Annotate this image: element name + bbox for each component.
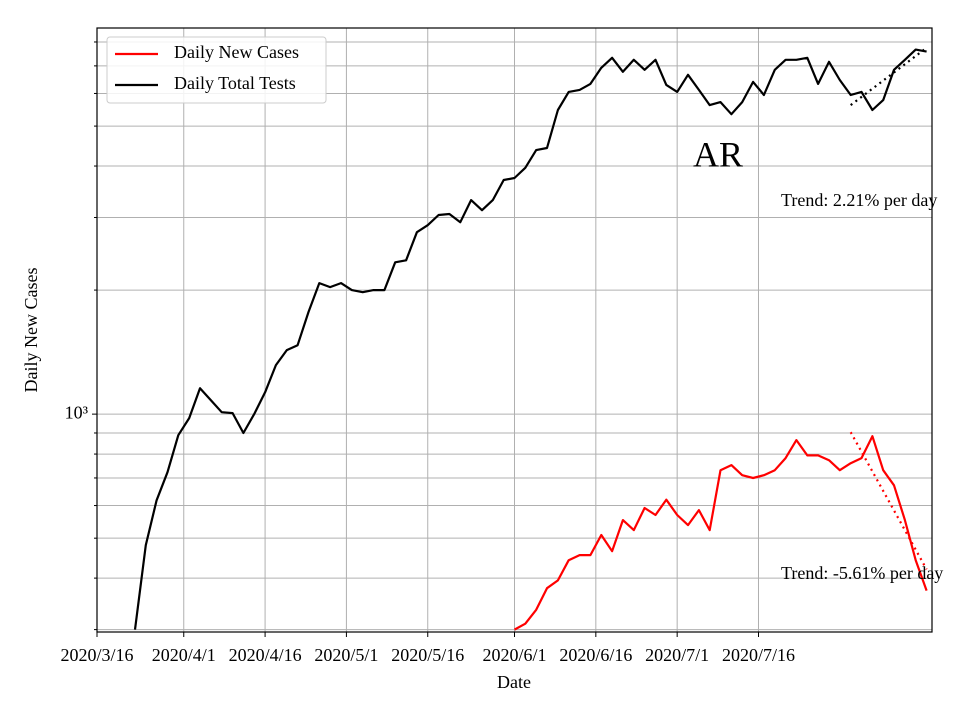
annotation: AR bbox=[693, 134, 743, 174]
grid bbox=[96, 28, 932, 632]
x-tick-label: 2020/5/16 bbox=[391, 645, 464, 665]
legend: Daily New Cases Daily Total Tests bbox=[106, 36, 327, 104]
x-axis-label: Date bbox=[497, 672, 531, 692]
data-line bbox=[133, 48, 927, 630]
x-tick-label: 2020/3/16 bbox=[60, 645, 133, 665]
plot-area bbox=[133, 46, 928, 631]
legend-box bbox=[106, 36, 327, 104]
x-tick-label: 2020/5/1 bbox=[314, 645, 378, 665]
x-tick-label: 2020/7/1 bbox=[645, 645, 709, 665]
x-tick-label: 2020/7/16 bbox=[722, 645, 795, 665]
y-axis-label: Daily New Cases bbox=[21, 268, 41, 393]
y-tick-label: 10³ bbox=[65, 402, 89, 422]
legend-label: Daily Total Tests bbox=[174, 73, 296, 93]
trend-line bbox=[849, 431, 928, 570]
x-tick-label: 2020/6/16 bbox=[559, 645, 632, 665]
x-tick-label: 2020/4/16 bbox=[229, 645, 302, 665]
legend-label: Daily New Cases bbox=[174, 42, 299, 62]
trend-label: Trend: -5.61% per day bbox=[781, 563, 943, 583]
x-tick-label: 2020/4/1 bbox=[152, 645, 216, 665]
trend-label: Trend: 2.21% per day bbox=[781, 190, 937, 210]
trend-line bbox=[850, 46, 928, 106]
x-tick-label: 2020/6/1 bbox=[482, 645, 546, 665]
data-line bbox=[513, 435, 928, 631]
